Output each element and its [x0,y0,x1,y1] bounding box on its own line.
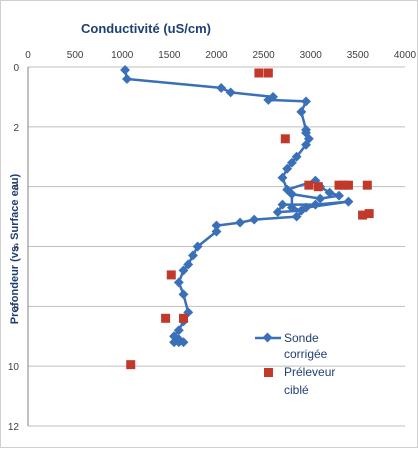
sonde-point [291,151,302,162]
y-tick-label: 2 [13,123,19,134]
legend-label-preleveur-line2: ciblé [284,383,309,397]
preleveur-point [313,182,323,192]
sonde-point [173,325,184,336]
sonde-point [183,259,194,270]
y-tick-labels: 0 2 4 6 8 10 12 [8,63,20,433]
sonde-point [216,82,227,93]
sonde-point [343,196,354,207]
x-tick-label: 0 [25,50,31,61]
x-tick-label: 2500 [253,50,276,61]
sonde-point [192,241,203,252]
sonde-point [315,193,326,204]
sonde-point [122,74,132,84]
x-tick-label: 2000 [205,50,228,61]
y-tick-label: 6 [13,243,19,254]
preleveur-point [364,209,374,219]
sonde-point [301,96,311,107]
sonde-point [301,139,311,150]
sonde-point [211,226,222,237]
grid-lines [27,66,405,427]
sonde-point [286,157,297,168]
x-tick-label: 3000 [300,50,323,61]
legend-square-marker [264,368,273,377]
y-tick-label: 8 [13,302,19,313]
legend-label-preleveur-line1: Préleveur [284,365,335,379]
preleveur-point [339,180,349,190]
preleveur-point [280,134,290,144]
sonde-point [178,265,189,276]
preleveur-point [343,180,353,190]
sonde-point [301,202,311,213]
sonde-point [249,214,260,225]
x-tick-label: 500 [67,50,84,61]
sonde-point [334,190,344,201]
y-axis-label: Profondeur (vs. Surface eau) [9,173,21,324]
preleveur-point [263,68,273,78]
preleveur-point [161,313,171,323]
sonde-point [277,172,288,183]
legend-diamond-marker [262,332,273,343]
sonde-point [282,163,293,174]
sonde-point [286,189,297,200]
preleveur-point [166,270,176,280]
sonde-point [310,199,321,210]
x-tick-label: 1500 [158,50,181,61]
preleveur-point [362,180,372,190]
series-preleveur-markers [126,68,374,370]
preleveur-point [254,68,264,78]
x-tick-label: 4000 [394,50,417,61]
legend-label-sonde-line1: Sonde [284,331,319,345]
preleveur-point [334,180,344,190]
preleveur-point [358,210,368,220]
x-tick-label: 1000 [111,50,134,61]
legend-label-sonde-line2: corrigée [284,347,328,361]
sonde-point [277,199,288,210]
sonde-point [178,289,189,300]
series-sonde-markers [120,65,354,348]
sonde-point [211,220,222,231]
sonde-point [286,202,297,213]
chart-title: Conductivité (uS/cm) [81,21,211,36]
sonde-point [291,211,302,222]
sonde-point [296,106,307,117]
sonde-point [324,187,335,198]
sonde-point [235,217,246,228]
preleveur-point [304,180,314,190]
y-tick-label: 0 [13,63,19,74]
sonde-point [187,250,198,261]
preleveur-point [126,360,136,370]
y-tick-label: 4 [13,183,19,194]
sonde-point [120,65,131,75]
sonde-point [272,207,283,218]
sonde-point [169,337,180,348]
sonde-point [173,277,184,288]
x-tick-labels: 0 500 1000 1500 2000 2500 3000 3500 4000 [25,50,416,61]
preleveur-point [179,313,189,323]
x-tick-label: 3500 [347,50,370,61]
y-tick-label: 10 [8,362,20,373]
y-tick-label: 12 [8,422,20,433]
legend: Sonde corrigée Préleveur ciblé [255,331,335,397]
sonde-point [225,87,236,98]
